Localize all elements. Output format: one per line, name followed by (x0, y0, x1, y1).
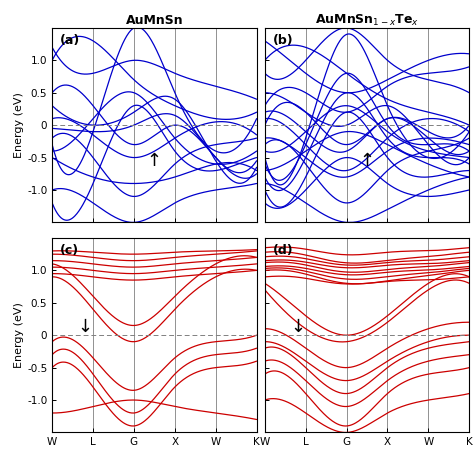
Text: ↓: ↓ (77, 319, 92, 336)
Text: (d): (d) (273, 244, 293, 257)
Text: (a): (a) (60, 34, 81, 47)
Text: (c): (c) (60, 244, 80, 257)
Text: (b): (b) (273, 34, 293, 47)
Y-axis label: Energy (eV): Energy (eV) (14, 302, 24, 368)
Text: ↑: ↑ (147, 152, 162, 170)
Title: AuMnSn$_{1-x}$Te$_x$: AuMnSn$_{1-x}$Te$_x$ (315, 13, 419, 28)
Y-axis label: Energy (eV): Energy (eV) (14, 92, 24, 158)
Text: ↓: ↓ (290, 319, 305, 336)
Title: AuMnSn: AuMnSn (126, 14, 183, 27)
Text: ↑: ↑ (359, 152, 374, 170)
